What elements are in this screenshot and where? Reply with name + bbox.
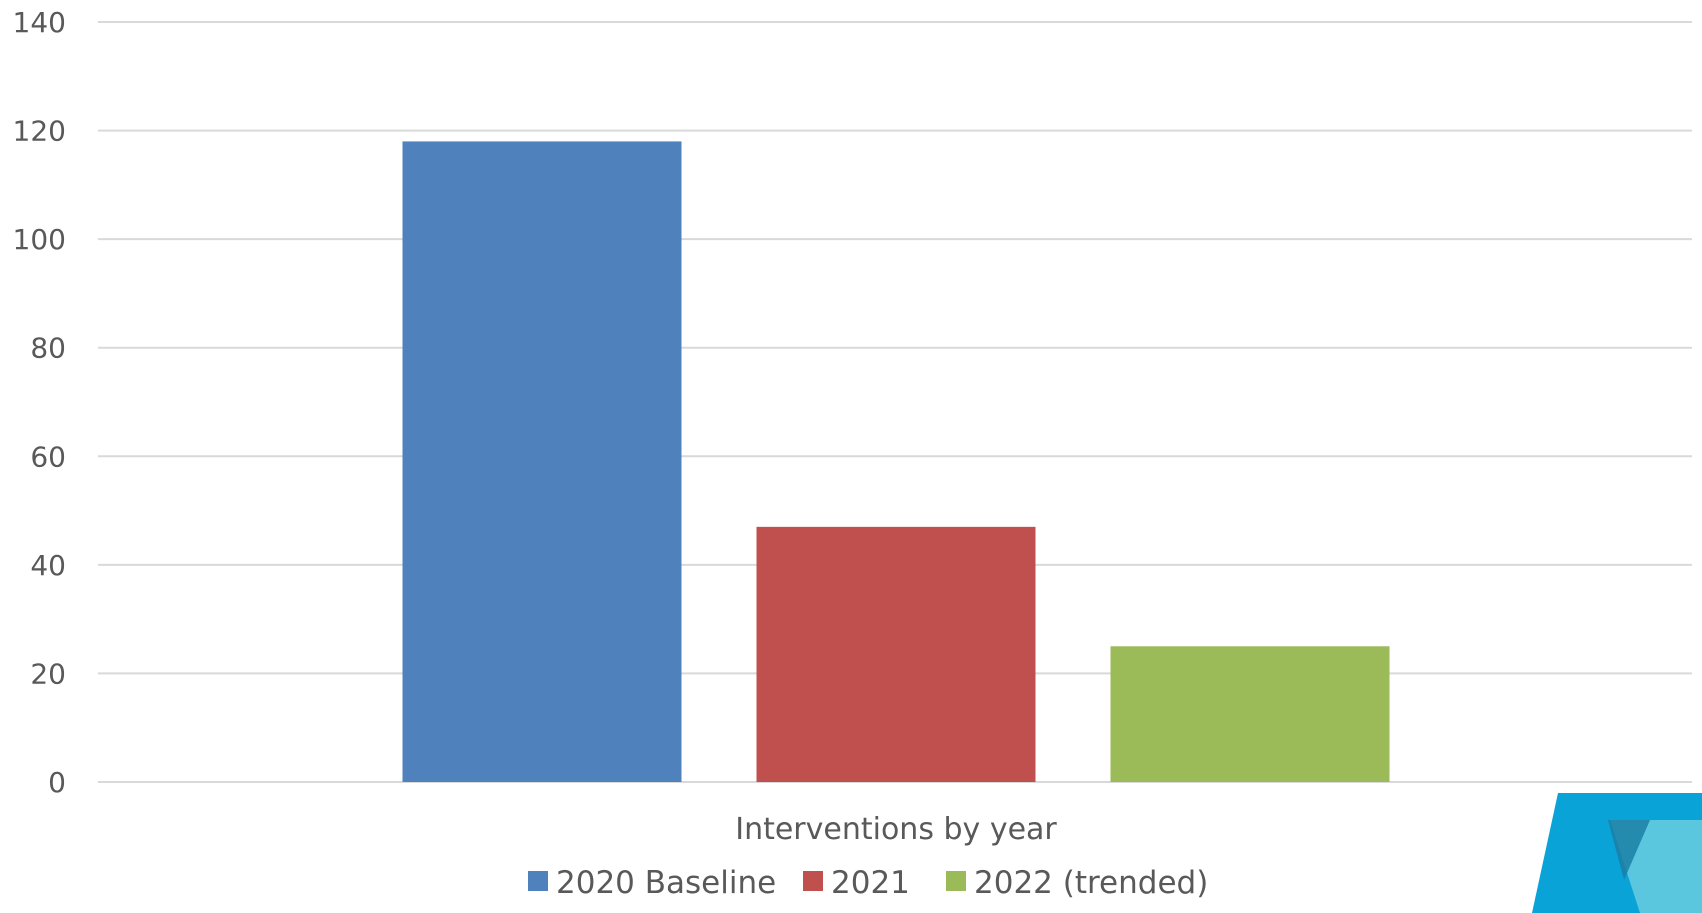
brand-logo (1532, 793, 1702, 913)
bar-2020-baseline (402, 141, 682, 782)
legend: 2020 Baseline 2021 2022 (trended) (528, 865, 1208, 901)
legend-swatch (528, 871, 548, 891)
legend-swatch (946, 871, 966, 891)
y-tick-label: 140 (13, 6, 66, 39)
y-tick-label: 40 (30, 549, 66, 582)
legend-swatch (803, 871, 823, 891)
y-tick-label: 20 (30, 657, 66, 690)
y-tick-label: 120 (13, 115, 66, 148)
bar-2021 (756, 526, 1036, 782)
y-tick-label: 100 (13, 223, 66, 256)
bars (402, 141, 1390, 782)
legend-label: 2022 (trended) (974, 865, 1208, 901)
y-tick-label: 0 (48, 766, 66, 799)
y-tick-label: 60 (30, 440, 66, 473)
y-tick-label: 80 (30, 332, 66, 365)
y-axis-ticks: 0 20 40 60 80 100 120 140 (13, 6, 66, 799)
legend-label: 2020 Baseline (556, 865, 776, 901)
x-category-label: Interventions by year (735, 812, 1057, 847)
bar-2022-trended (1110, 646, 1390, 782)
logo-shape-dark (1608, 820, 1650, 880)
legend-label: 2021 (831, 865, 910, 901)
